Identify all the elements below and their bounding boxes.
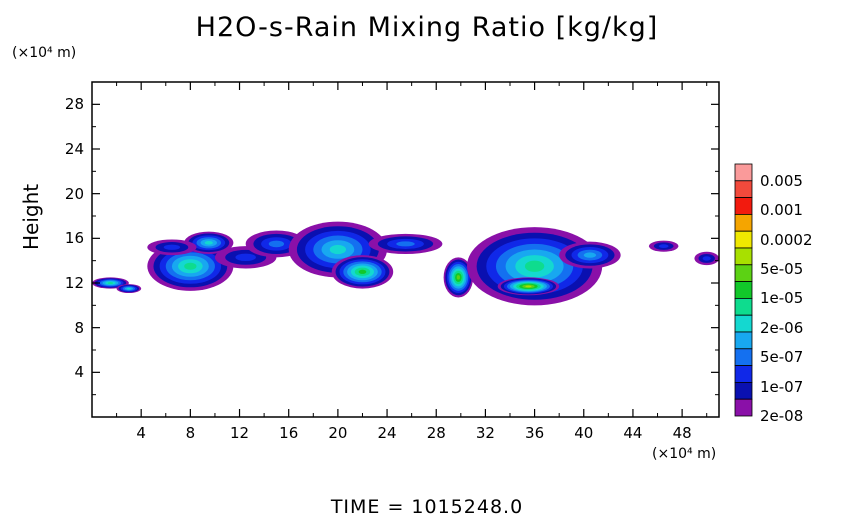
colorbar-swatch <box>734 281 753 299</box>
cloud-contour <box>268 240 285 248</box>
cloud-contour <box>204 240 213 245</box>
cloud-1 <box>116 284 142 294</box>
colorbar-swatch <box>734 163 753 182</box>
cloud-10 <box>443 257 474 298</box>
cloud-0 <box>92 277 129 289</box>
y-tick-label: 8 <box>74 318 84 337</box>
x-tick-label: 44 <box>623 424 643 442</box>
x-tick-label: 36 <box>525 424 545 442</box>
cloud-15 <box>694 251 719 266</box>
x-tick-label: 20 <box>328 424 348 442</box>
colorbar-swatch <box>734 365 753 383</box>
colorbar-swatch <box>734 264 753 282</box>
axis-ticks <box>92 82 719 417</box>
cloud-contour <box>524 260 545 272</box>
time-footer: TIME = 1015248.0 <box>330 496 524 518</box>
colorbar-swatch <box>734 331 753 350</box>
cloud-14 <box>648 240 679 252</box>
colorbar-label: 2e-06 <box>760 318 804 337</box>
colorbar-swatch <box>734 230 753 249</box>
y-tick-label: 28 <box>64 95 84 114</box>
x-tick-label: 4 <box>136 424 146 442</box>
x-tick-label: 32 <box>475 424 495 442</box>
cloud-8 <box>331 255 394 289</box>
y-tick-label: 16 <box>64 229 84 248</box>
colorbar-swatch <box>734 314 753 333</box>
colorbar-label: 0.005 <box>760 171 803 190</box>
colorbar-label: 2e-08 <box>760 407 804 425</box>
x-tick-label: 48 <box>672 424 692 442</box>
colorbar-swatch <box>734 348 753 366</box>
colorbar-swatch <box>734 180 753 199</box>
chart-title: H2O-s-Rain Mixing Ratio [kg/kg] <box>195 12 659 43</box>
x-tick-label: 12 <box>229 424 250 442</box>
cloud-contour <box>456 275 461 280</box>
cloud-contour <box>184 262 197 270</box>
cloud-13 <box>559 241 621 269</box>
colorbar-swatch <box>734 398 753 417</box>
colorbar-label: 5e-05 <box>760 260 804 278</box>
x-tick-label: 40 <box>574 424 594 442</box>
cloud-contour <box>126 287 131 290</box>
x-tick-label: 28 <box>426 424 446 442</box>
y-tick-label: 24 <box>64 140 84 158</box>
plot-frame <box>91 81 720 418</box>
cloud-contour <box>583 252 597 258</box>
colorbar-label: 1e-05 <box>760 289 804 308</box>
x-axis-unit: (×10⁴ m) <box>652 446 717 462</box>
x-tick-label: 16 <box>279 424 299 442</box>
y-axis-unit: (×10⁴ m) <box>12 45 77 61</box>
y-tick-label: 20 <box>64 184 84 203</box>
cloud-contour <box>163 244 181 250</box>
colorbar-label: 1e-07 <box>760 377 804 396</box>
cloud-contour <box>329 244 347 255</box>
colorbar <box>734 163 753 417</box>
cloud-contour <box>358 269 367 274</box>
cloud-3 <box>184 231 234 254</box>
cloud-12 <box>497 277 560 296</box>
colorbar-swatch <box>734 297 753 316</box>
colorbar-swatch <box>734 197 753 215</box>
cloud-9 <box>368 233 443 254</box>
colorbar-label: 5e-07 <box>760 348 804 367</box>
cloud-4 <box>147 239 197 256</box>
y-tick-label: 4 <box>74 363 84 382</box>
cloud-contour <box>702 256 711 261</box>
colorbar-swatch <box>734 381 753 400</box>
colorbar-swatch <box>734 247 753 266</box>
y-tick-label: 12 <box>64 274 84 292</box>
colorbar-label: 0.0002 <box>760 230 813 249</box>
cloud-contour <box>525 285 532 288</box>
colorbar-swatch <box>734 213 753 232</box>
x-tick-label: 8 <box>185 424 196 442</box>
colorbar-label: 0.001 <box>760 201 803 220</box>
x-tick-label: 24 <box>377 424 397 442</box>
cloud-contour <box>107 282 114 284</box>
cloud-contour <box>658 244 669 249</box>
cloud-contour <box>235 253 256 262</box>
cloud-field <box>92 221 719 306</box>
cloud-contour <box>396 241 415 247</box>
